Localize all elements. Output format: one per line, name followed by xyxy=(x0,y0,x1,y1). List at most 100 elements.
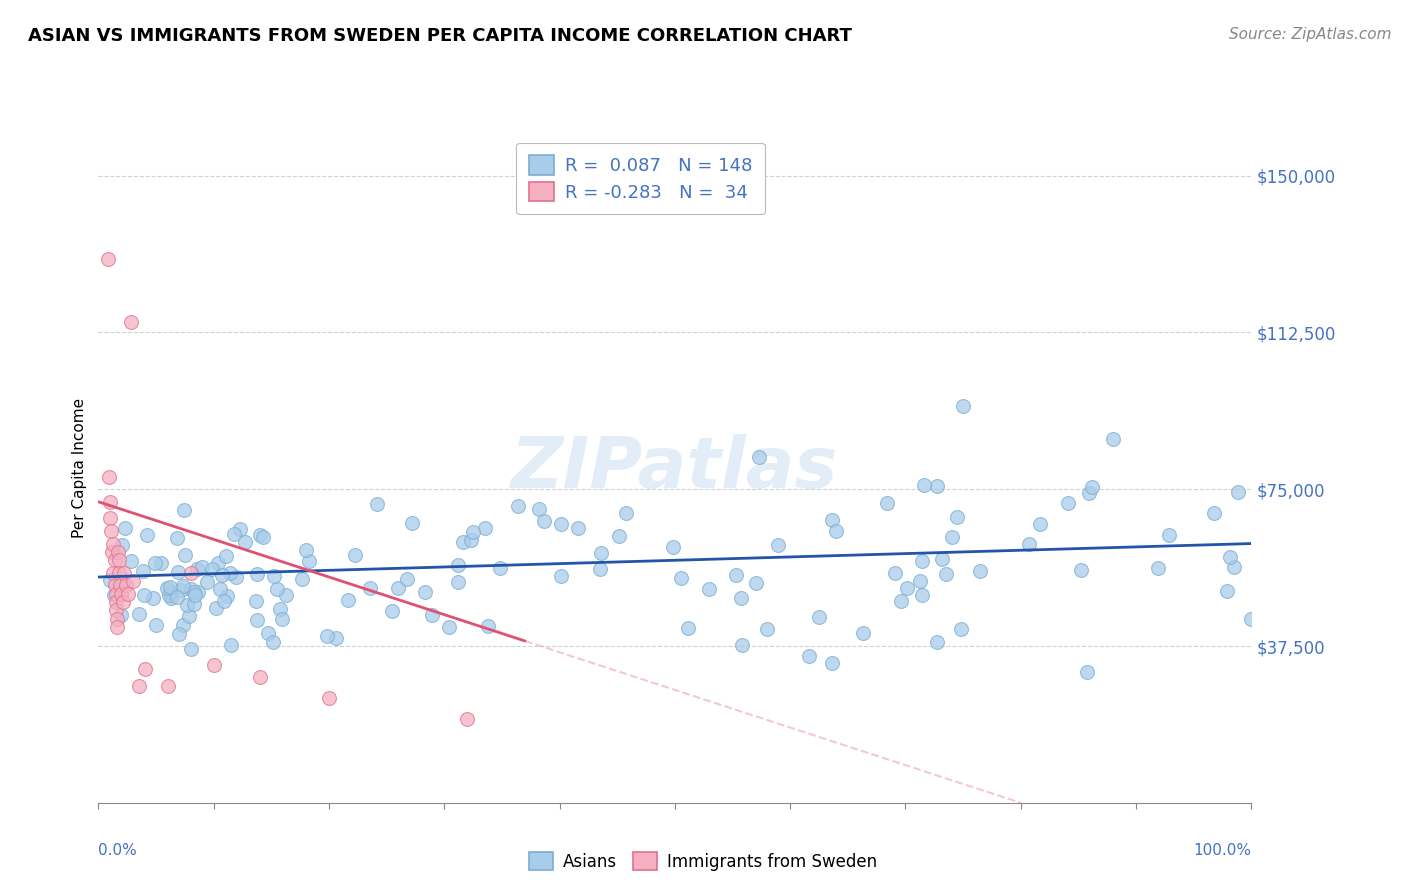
Point xyxy=(143,556,166,570)
Point xyxy=(567,521,589,535)
Point xyxy=(225,570,247,584)
Point xyxy=(110,587,132,601)
Point xyxy=(588,562,610,576)
Point xyxy=(1057,496,1080,510)
Point xyxy=(614,506,637,520)
Point xyxy=(318,691,340,706)
Point xyxy=(1159,527,1181,541)
Point xyxy=(191,560,214,574)
Point xyxy=(245,594,267,608)
Point xyxy=(359,581,381,595)
Point xyxy=(439,620,461,634)
Point xyxy=(1216,584,1239,599)
Point xyxy=(477,619,499,633)
Legend: Asians, Immigrants from Sweden: Asians, Immigrants from Sweden xyxy=(520,844,886,880)
Point xyxy=(98,511,121,525)
Point xyxy=(105,612,128,626)
Point xyxy=(183,588,205,602)
Point xyxy=(446,575,468,590)
Point xyxy=(876,496,898,510)
Point xyxy=(1070,563,1092,577)
Point xyxy=(730,591,752,605)
Point xyxy=(821,657,844,671)
Point xyxy=(343,548,366,562)
Point xyxy=(969,564,991,578)
Point xyxy=(100,524,122,538)
Point xyxy=(105,620,128,634)
Legend: R =  0.087   N = 148, R = -0.283   N =  34: R = 0.087 N = 148, R = -0.283 N = 34 xyxy=(516,143,765,214)
Point xyxy=(110,539,132,553)
Point xyxy=(249,528,271,542)
Point xyxy=(474,520,496,534)
Point xyxy=(179,609,201,624)
Point xyxy=(420,608,443,623)
Point xyxy=(768,538,790,552)
Point xyxy=(228,522,250,536)
Point xyxy=(202,657,225,672)
Point xyxy=(755,622,778,636)
Point xyxy=(413,585,436,599)
Point xyxy=(101,545,124,559)
Point xyxy=(174,549,197,563)
Point xyxy=(142,591,165,605)
Point xyxy=(270,612,292,626)
Point xyxy=(246,567,269,582)
Point xyxy=(910,574,932,588)
Point xyxy=(110,608,132,623)
Point xyxy=(132,565,155,579)
Point xyxy=(550,516,572,531)
Point xyxy=(387,581,409,595)
Point xyxy=(201,562,224,576)
Point xyxy=(1240,611,1263,625)
Text: 100.0%: 100.0% xyxy=(1194,843,1251,858)
Point xyxy=(911,554,934,568)
Point xyxy=(187,585,209,599)
Point xyxy=(207,557,229,571)
Point xyxy=(128,679,150,693)
Point xyxy=(134,589,156,603)
Point xyxy=(316,629,339,643)
Point xyxy=(852,625,875,640)
Point xyxy=(128,607,150,622)
Point xyxy=(1029,516,1052,531)
Point xyxy=(167,626,190,640)
Point xyxy=(456,712,478,726)
Point xyxy=(156,581,179,595)
Point xyxy=(233,535,256,549)
Point xyxy=(114,521,136,535)
Point xyxy=(208,582,231,596)
Point xyxy=(381,604,404,618)
Point xyxy=(1202,506,1225,520)
Point xyxy=(911,588,934,602)
Point xyxy=(697,582,720,596)
Point xyxy=(149,556,172,570)
Point xyxy=(159,585,181,599)
Point xyxy=(222,527,245,541)
Point xyxy=(446,558,468,573)
Point xyxy=(111,574,134,589)
Point xyxy=(218,566,240,580)
Point xyxy=(1102,432,1125,446)
Point xyxy=(925,635,948,649)
Point xyxy=(134,662,156,676)
Point xyxy=(662,540,685,554)
Point xyxy=(211,568,233,582)
Point xyxy=(1222,559,1244,574)
Point xyxy=(527,502,550,516)
Point xyxy=(298,554,321,568)
Point xyxy=(214,593,236,607)
Point xyxy=(401,516,423,531)
Point xyxy=(166,590,188,604)
Point xyxy=(883,566,905,581)
Point xyxy=(183,584,205,599)
Point xyxy=(946,510,969,524)
Point xyxy=(748,450,770,464)
Point xyxy=(533,514,555,528)
Point xyxy=(1081,480,1104,494)
Point xyxy=(103,588,125,602)
Point xyxy=(1219,549,1241,564)
Point xyxy=(1147,561,1170,575)
Point xyxy=(725,568,748,582)
Point xyxy=(104,603,127,617)
Point xyxy=(97,469,120,483)
